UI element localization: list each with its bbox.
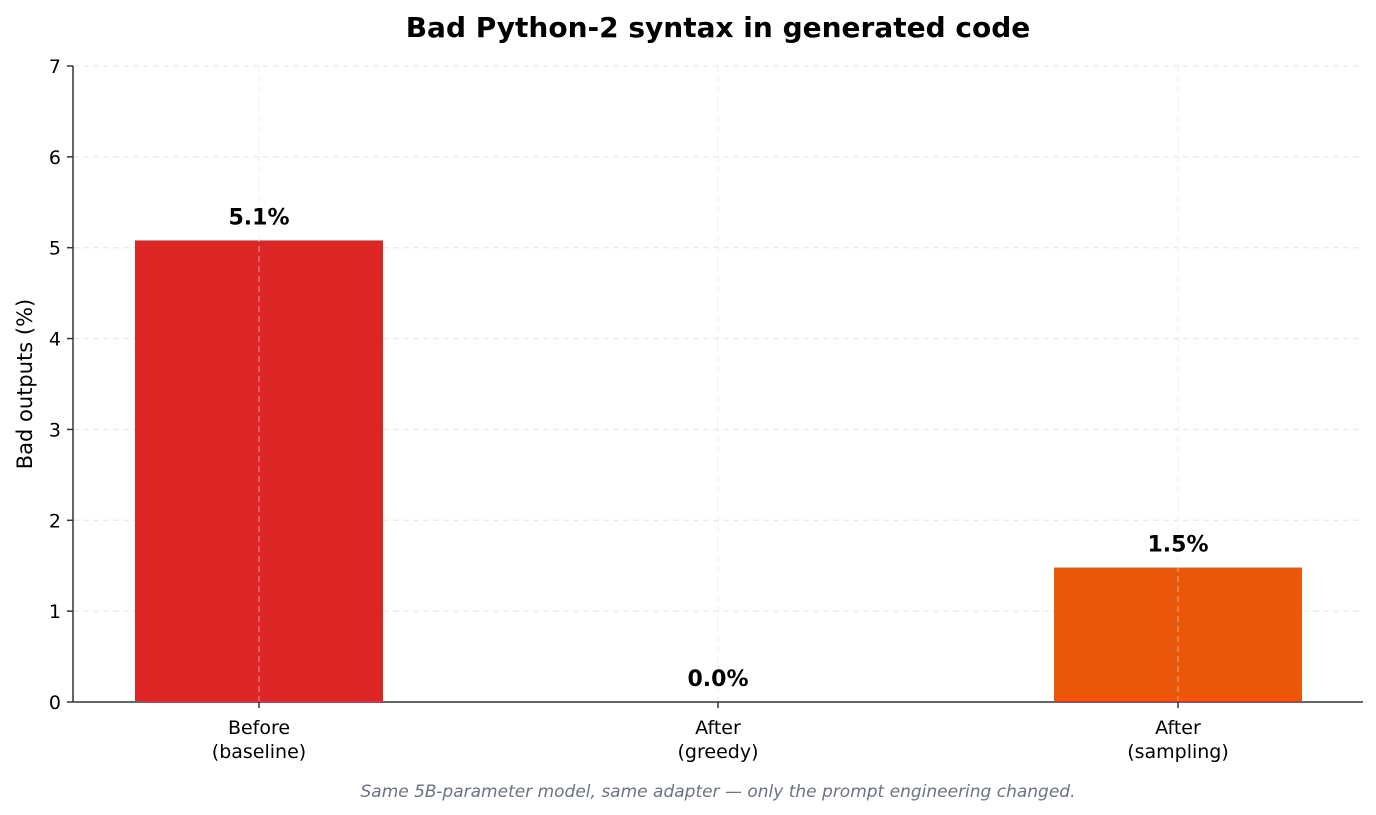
chart-title: Bad Python-2 syntax in generated code xyxy=(406,11,1031,44)
y-axis-label: Bad outputs (%) xyxy=(13,299,37,470)
y-tick-label: 6 xyxy=(49,147,61,169)
y-tick-label: 7 xyxy=(49,56,61,78)
y-tick-label: 5 xyxy=(49,238,61,260)
y-tick-label: 1 xyxy=(49,601,61,623)
data-label: 1.5% xyxy=(1147,533,1208,558)
y-tick-label: 3 xyxy=(49,419,61,441)
data-labels: 5.1% 0.0% 1.5% xyxy=(228,205,1208,692)
x-tick-label: (baseline) xyxy=(212,741,306,763)
x-tick-label: (greedy) xyxy=(678,741,759,763)
data-label: 0.0% xyxy=(687,667,748,692)
y-tick-label: 4 xyxy=(49,329,61,351)
x-tick-label: After xyxy=(1155,717,1201,739)
x-tick-label: After xyxy=(695,717,741,739)
x-ticks: Before(baseline)After(greedy)After(sampl… xyxy=(212,702,1229,763)
x-tick-label: Before xyxy=(228,717,290,739)
y-tick-label: 2 xyxy=(49,510,61,532)
footnote: Same 5B-parameter model, same adapter — … xyxy=(360,782,1075,802)
x-tick-label: (sampling) xyxy=(1127,741,1229,763)
y-tick-label: 0 xyxy=(49,692,61,714)
y-ticks: 0 1 2 3 4 5 6 7 xyxy=(49,56,73,714)
vertical-gridlines xyxy=(258,66,1179,702)
data-label: 5.1% xyxy=(228,205,289,230)
